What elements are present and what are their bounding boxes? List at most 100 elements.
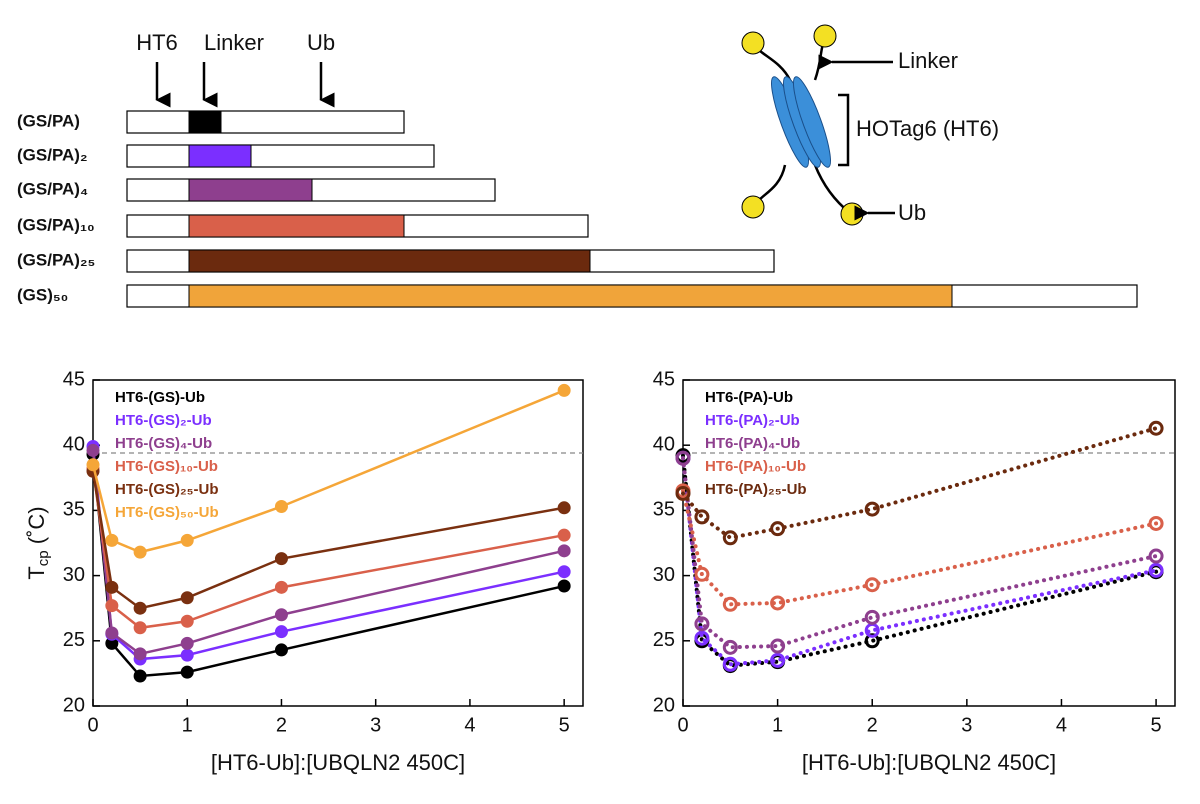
x-tick-label: 5 [559,714,570,736]
series-line [91,470,566,610]
construct-box [126,144,435,168]
label: HOTag6 (HT6) [856,116,999,141]
marker [770,595,786,611]
marker [105,626,119,640]
legend-entry: HT6-(PA)₂-Ub [705,412,800,429]
marker [180,665,194,679]
x-tick-label: 1 [182,714,193,736]
row-label: (GS/PA)₂₅ [17,250,95,269]
linker-segment [188,214,405,238]
x-axis-label: [HT6-Ub]:[UBQLN2 450C] [211,750,465,775]
label: Linker [898,48,958,73]
marker [557,501,571,515]
y-tick-label: 40 [653,433,675,455]
marker [274,580,288,594]
y-tick-label: 25 [63,629,85,651]
y-tick-label: 30 [653,564,675,586]
marker [557,544,571,558]
marker [770,521,786,537]
marker [694,566,710,582]
marker [86,443,100,457]
y-axis-label: Tcp (˚C) [24,506,52,579]
marker [133,621,147,635]
marker [105,599,119,613]
legend-entry: HT6-(PA)₁₀-Ub [705,458,806,475]
label: Linker [204,30,264,55]
marker [1148,548,1164,564]
series-line [681,488,1159,607]
marker [133,669,147,683]
y-tick-label: 40 [63,433,85,455]
y-tick-label: 20 [653,694,675,716]
series-line [91,389,566,554]
x-tick-label: 4 [1056,714,1067,736]
linker-segment [188,178,313,202]
marker [722,656,738,672]
linker-segment [188,144,252,168]
x-tick-label: 2 [867,714,878,736]
marker [722,596,738,612]
construct-box [126,110,405,134]
x-tick-label: 1 [772,714,783,736]
marker [274,552,288,566]
marker [557,579,571,593]
y-tick-label: 45 [653,368,675,390]
marker [722,639,738,655]
x-tick-label: 3 [961,714,972,736]
marker [675,450,691,466]
marker [180,533,194,547]
label: HT6 [136,30,178,55]
y-axis-label-part: (˚C) [24,506,49,550]
marker [557,565,571,579]
linker-segment [188,284,953,308]
legend-entry: HT6-(PA)-Ub [705,389,793,406]
y-tick-label: 25 [653,629,675,651]
legend-entry: HT6-(PA)₄-Ub [705,435,800,452]
label: Ub [898,200,926,225]
row-label: (GS/PA)₄ [17,179,88,198]
marker [675,485,691,501]
marker [105,580,119,594]
y-tick-label: 45 [63,368,85,390]
series-line [681,456,1159,650]
marker [133,545,147,559]
legend-entry: HT6-(GS)₄-Ub [115,435,212,452]
linker-segment [188,249,591,273]
marker [770,652,786,668]
marker [133,647,147,661]
marker [180,614,194,628]
y-tick-label: 35 [653,499,675,521]
series-line [91,445,566,661]
marker [694,630,710,646]
x-axis-label: [HT6-Ub]:[UBQLN2 450C] [802,750,1056,775]
series-line [681,453,1159,668]
plot-frame [682,379,1176,707]
marker [694,509,710,525]
x-tick-label: 4 [464,714,475,736]
row-label: (GS/PA)₁₀ [17,215,95,234]
marker [180,591,194,605]
marker [274,608,288,622]
x-tick-label: 2 [276,714,287,736]
x-tick-label: 0 [677,714,688,736]
marker [1148,420,1164,436]
marker [274,625,288,639]
row-label: (GS/PA) [17,111,80,130]
schematic [741,24,895,226]
marker [1148,515,1164,531]
marker [864,577,880,593]
marker [180,648,194,662]
legend-entry: HT6-(GS)-Ub [115,389,205,406]
marker [770,638,786,654]
y-tick-label: 30 [63,564,85,586]
row-label: (GS/PA)₂ [17,145,88,164]
marker [557,528,571,542]
legend-entry: HT6-(GS)₂₅-Ub [115,481,219,498]
marker [1148,562,1164,578]
x-tick-label: 3 [370,714,381,736]
label: Ub [307,30,335,55]
legend-entry: HT6-(PA)₂₅-Ub [705,481,807,498]
marker [86,458,100,472]
marker [105,533,119,547]
